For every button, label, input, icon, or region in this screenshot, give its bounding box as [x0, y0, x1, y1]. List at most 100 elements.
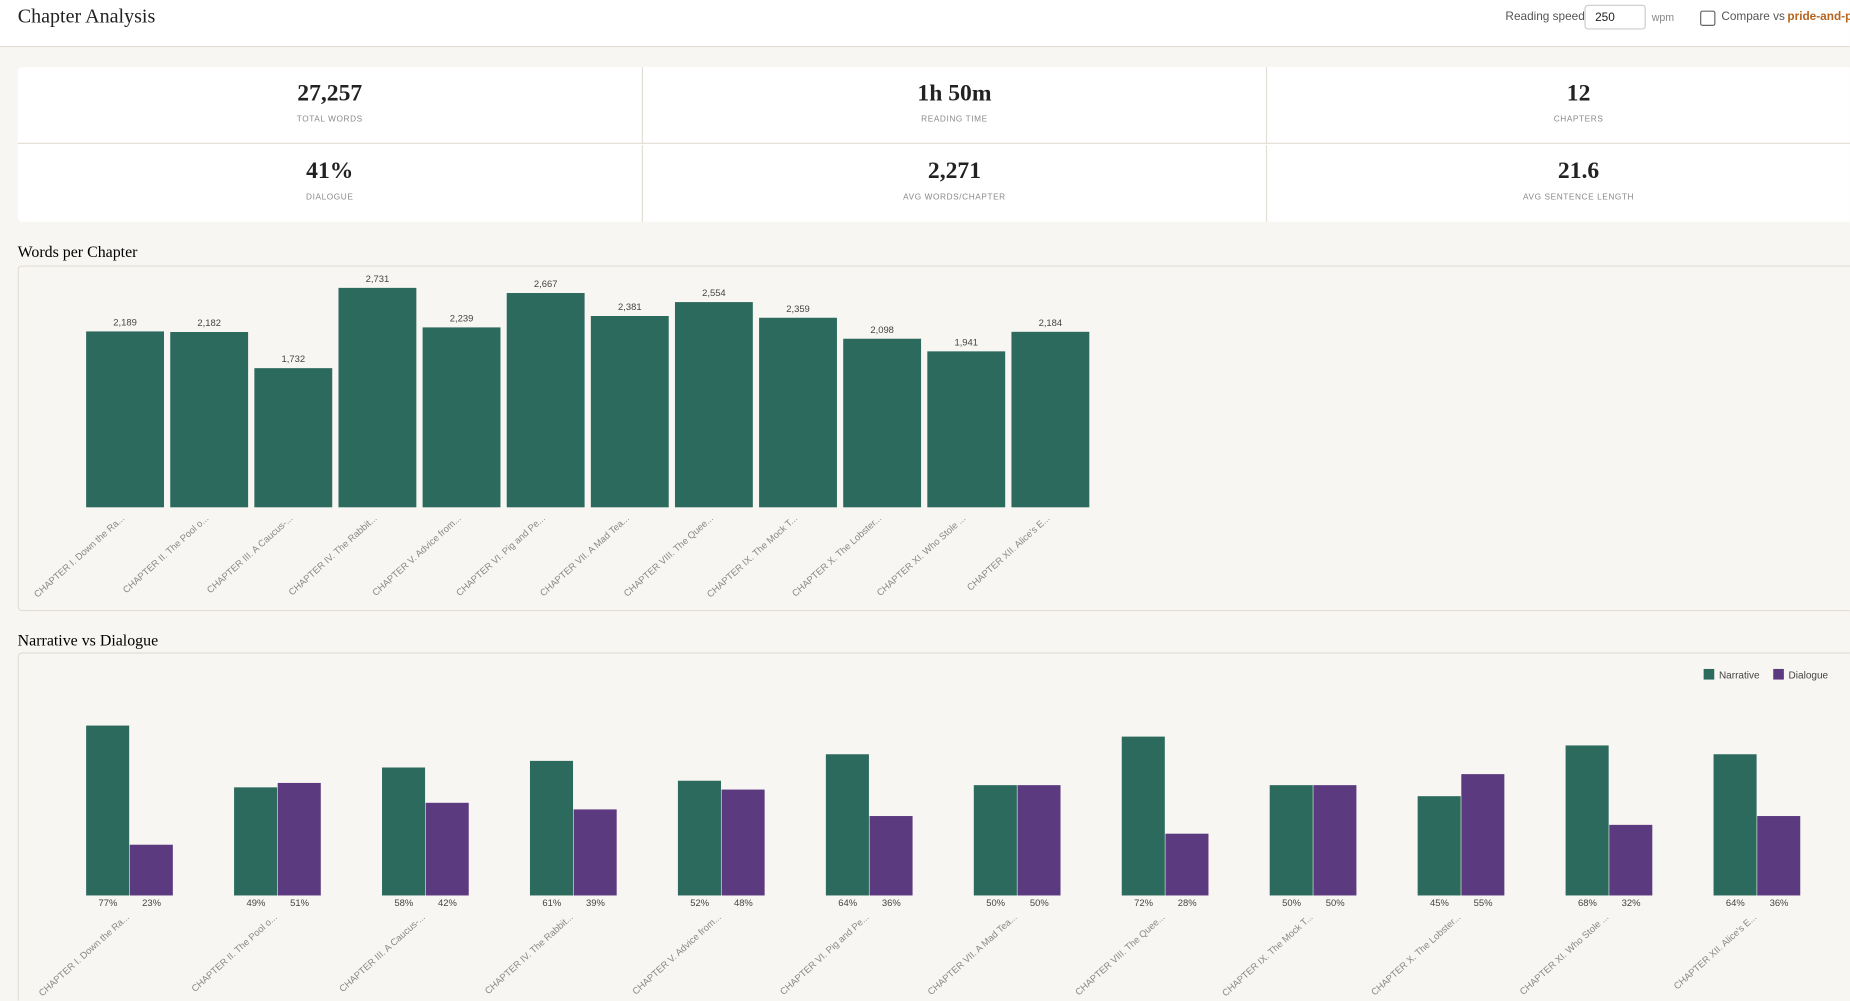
- bar: [86, 331, 164, 508]
- compare-target[interactable]: pride-and-pr: [1787, 10, 1850, 24]
- bar: [1461, 774, 1505, 896]
- bar: [1713, 754, 1757, 896]
- bar: [425, 802, 469, 896]
- bar: [1417, 796, 1461, 896]
- stat-label: TOTAL WORDS: [296, 115, 363, 124]
- bar: [506, 293, 585, 508]
- chart-title: Narrative vs Dialogue: [18, 632, 158, 649]
- legend-label: Narrative: [1719, 670, 1760, 681]
- value-label: 2,239: [450, 313, 474, 324]
- value-label: 64%: [838, 897, 857, 908]
- bar: [1609, 824, 1653, 896]
- stat-value: 27,257: [297, 80, 363, 107]
- bar: [869, 816, 913, 896]
- page-title: Chapter Analysis: [17, 4, 156, 28]
- bar: [721, 789, 765, 896]
- bar: [129, 844, 173, 896]
- value-label: 77%: [99, 897, 118, 908]
- stat: 12 CHAPTERS: [1265, 67, 1850, 144]
- bar: [254, 368, 333, 508]
- stat-label: AVG SENTENCE LENGTH: [1523, 193, 1635, 202]
- bar: [170, 331, 249, 508]
- header: Chapter Analysis Reading speed: 250 wpm …: [0, 0, 1850, 48]
- bar: [759, 317, 837, 508]
- compare-label: Compare vs: [1721, 10, 1785, 24]
- bar: [382, 767, 426, 896]
- legend-swatch: [1773, 668, 1784, 680]
- value-label: 2,189: [113, 317, 137, 328]
- value-label: 52%: [690, 897, 709, 908]
- value-label: 49%: [246, 897, 265, 908]
- reading-speed-input[interactable]: 250: [1584, 4, 1646, 30]
- bar: [843, 338, 922, 508]
- value-label: 1,732: [282, 353, 306, 364]
- stat: 1h 50m READING TIME: [641, 67, 1266, 144]
- value-label: 55%: [1474, 897, 1493, 908]
- value-label: 28%: [1178, 897, 1197, 908]
- value-label: 1,941: [954, 336, 978, 347]
- value-label: 23%: [142, 897, 161, 908]
- bar: [86, 725, 130, 896]
- stat-value: 41%: [306, 158, 354, 185]
- stat-value: 21.6: [1557, 158, 1600, 185]
- stat: 21.6 AVG SENTENCE LENGTH: [1265, 145, 1850, 222]
- stat: 41% DIALOGUE: [18, 145, 642, 222]
- value-label: 2,184: [1039, 317, 1063, 328]
- value-label: 64%: [1726, 897, 1745, 908]
- chart-title: Words per Chapter: [18, 244, 138, 261]
- bar: [338, 287, 417, 508]
- bar: [825, 754, 869, 896]
- value-label: 2,359: [786, 303, 810, 314]
- bar: [1565, 745, 1609, 896]
- legend-label: Dialogue: [1789, 670, 1829, 681]
- value-label: 2,554: [702, 287, 726, 298]
- stat-label: AVG WORDS/CHAPTER: [903, 193, 1006, 202]
- stat-value: 12: [1566, 80, 1591, 107]
- value-label: 2,381: [618, 301, 642, 312]
- bar: [973, 785, 1017, 896]
- value-label: 36%: [1770, 897, 1789, 908]
- value-label: 2,182: [197, 317, 221, 328]
- value-label: 45%: [1430, 897, 1449, 908]
- bar: [1165, 833, 1209, 896]
- compare-checkbox[interactable]: [1700, 10, 1716, 26]
- value-label: 58%: [394, 897, 413, 908]
- reading-speed-label: Reading speed:: [1505, 10, 1589, 24]
- value-label: 68%: [1578, 897, 1597, 908]
- value-label: 42%: [438, 897, 457, 908]
- stat-label: DIALOGUE: [306, 193, 354, 202]
- bar: [590, 315, 669, 508]
- reading-speed-unit: wpm: [1651, 11, 1675, 24]
- bar: [1011, 331, 1090, 508]
- bar: [234, 787, 278, 896]
- value-label: 50%: [1326, 897, 1345, 908]
- value-label: 39%: [586, 897, 605, 908]
- value-label: 50%: [1282, 897, 1301, 908]
- stat-label: READING TIME: [921, 115, 988, 124]
- bar: [1269, 785, 1313, 896]
- stat: 27,257 TOTAL WORDS: [17, 67, 642, 144]
- value-label: 2,667: [534, 278, 558, 289]
- value-label: 36%: [882, 897, 901, 908]
- stat-value: 1h 50m: [917, 80, 992, 107]
- value-label: 48%: [734, 897, 753, 908]
- bar: [1757, 816, 1801, 896]
- panel: [17, 652, 1850, 1001]
- bar: [422, 327, 501, 508]
- stat-value: 2,271: [927, 158, 982, 185]
- bar: [277, 782, 321, 896]
- bar: [529, 760, 574, 896]
- bar: [927, 351, 1006, 508]
- bar: [674, 302, 753, 508]
- bar: [1017, 785, 1061, 896]
- stat-label: CHAPTERS: [1553, 115, 1604, 124]
- value-label: 50%: [986, 897, 1005, 908]
- stats-card: 27,257 TOTAL WORDS 1h 50m READING TIME 12 CHA…: [17, 67, 1850, 222]
- stat: 2,271 AVG WORDS/CHAPTER: [641, 145, 1266, 222]
- value-label: 2,731: [366, 273, 390, 284]
- value-label: 51%: [290, 897, 309, 908]
- bar: [1313, 785, 1357, 896]
- value-label: 72%: [1134, 897, 1153, 908]
